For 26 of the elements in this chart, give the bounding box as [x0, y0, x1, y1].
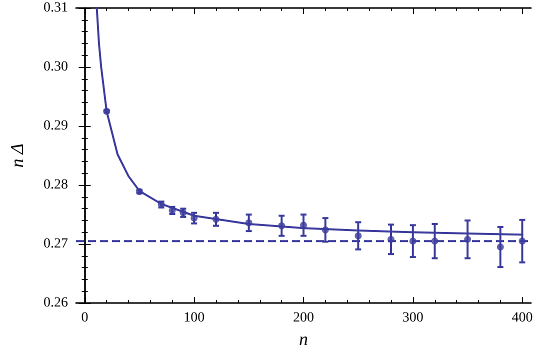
point: [354, 232, 362, 240]
point: [409, 238, 416, 245]
point: [278, 222, 286, 230]
point: [212, 216, 220, 223]
y-tick-label: 0.27: [44, 236, 68, 252]
y-tick-label: 0.29: [44, 118, 68, 134]
x-tick-label: 400: [512, 310, 533, 326]
y-tick-label: 0.30: [44, 60, 68, 75]
x-tick-label: 100: [184, 310, 205, 326]
point: [322, 226, 329, 234]
point: [496, 244, 504, 251]
point: [388, 236, 394, 243]
x-tick-label: 200: [293, 310, 314, 326]
point: [431, 238, 438, 245]
x-axis-title: n: [299, 329, 308, 349]
point: [518, 238, 526, 245]
y-tick-label: 0.26: [44, 296, 68, 311]
y-tick-label: 0.28: [44, 178, 68, 193]
point: [103, 108, 110, 115]
x-tick-label: 300: [402, 310, 424, 326]
y-axis-title: n Δ: [7, 144, 27, 168]
y-tick-label: 0.31: [44, 0, 68, 16]
point: [464, 236, 472, 243]
point: [245, 219, 252, 226]
x-tick-label: 0: [81, 310, 88, 326]
point: [190, 214, 198, 222]
